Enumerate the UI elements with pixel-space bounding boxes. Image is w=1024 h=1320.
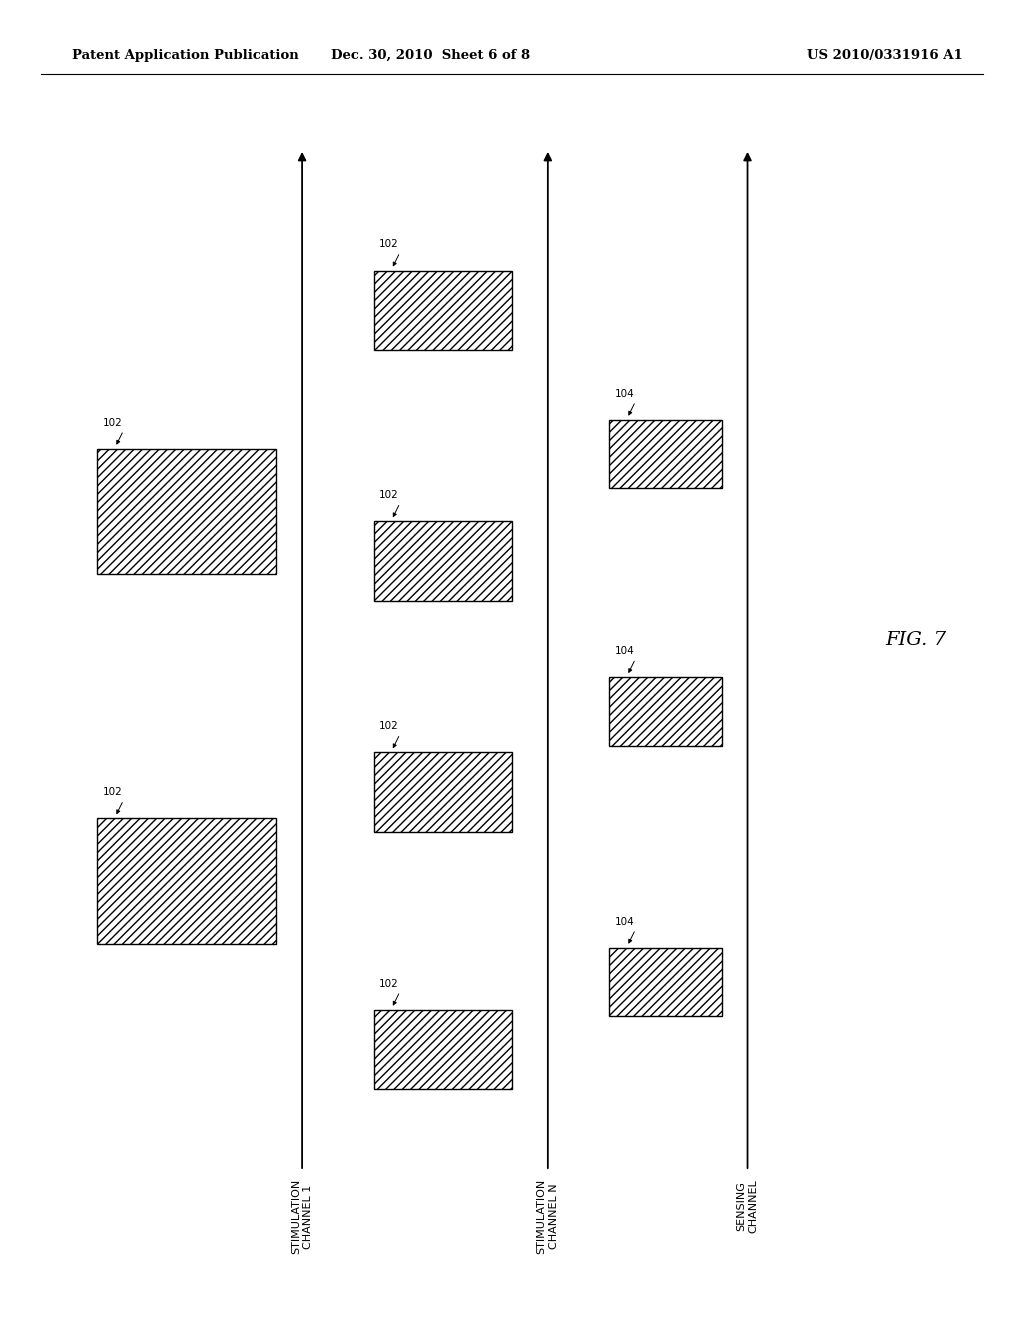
Text: 102: 102 xyxy=(379,239,398,249)
Text: 104: 104 xyxy=(614,645,634,656)
Text: 104: 104 xyxy=(614,916,634,927)
Bar xyxy=(97,818,276,944)
Bar xyxy=(609,677,722,746)
Bar xyxy=(374,752,512,832)
Bar xyxy=(374,271,512,350)
Text: STIMULATION
CHANNEL N: STIMULATION CHANNEL N xyxy=(537,1179,559,1254)
Bar xyxy=(609,420,722,488)
Bar xyxy=(609,948,722,1016)
Text: STIMULATION
CHANNEL 1: STIMULATION CHANNEL 1 xyxy=(291,1179,313,1254)
Text: 102: 102 xyxy=(379,490,398,500)
Text: SENSING
CHANNEL: SENSING CHANNEL xyxy=(736,1179,759,1233)
Bar xyxy=(374,521,512,601)
Text: Patent Application Publication: Patent Application Publication xyxy=(72,49,298,62)
Text: Dec. 30, 2010  Sheet 6 of 8: Dec. 30, 2010 Sheet 6 of 8 xyxy=(331,49,529,62)
Text: US 2010/0331916 A1: US 2010/0331916 A1 xyxy=(807,49,963,62)
Text: 102: 102 xyxy=(102,417,122,428)
Text: 102: 102 xyxy=(379,721,398,731)
Text: 104: 104 xyxy=(614,388,634,399)
Bar xyxy=(97,449,276,574)
Text: FIG. 7: FIG. 7 xyxy=(886,631,947,649)
Text: 102: 102 xyxy=(102,787,122,797)
Text: 102: 102 xyxy=(379,978,398,989)
Bar xyxy=(374,1010,512,1089)
